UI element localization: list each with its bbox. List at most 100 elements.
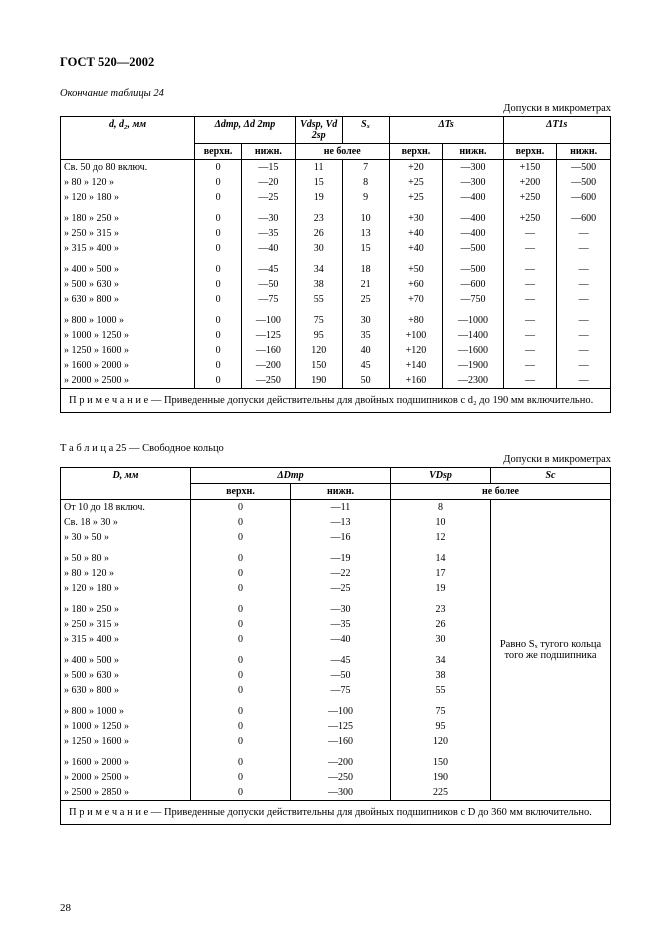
table-cell: 0 (191, 668, 291, 683)
table-cell: 0 (195, 343, 242, 358)
table-cell: —200 (291, 755, 391, 770)
table-cell: —1400 (443, 328, 503, 343)
table-cell: 0 (191, 515, 291, 530)
table-cell: 0 (191, 581, 291, 596)
table-cell: 0 (195, 328, 242, 343)
table-cell: — (557, 226, 611, 241)
table-cell: — (503, 277, 557, 292)
table-cell: — (557, 262, 611, 277)
table-row: » 315 » 400 »0—403015+40—500—— (61, 241, 611, 256)
table-cell: 45 (342, 358, 389, 373)
table-cell: 0 (191, 770, 291, 785)
table-cell: —600 (443, 277, 503, 292)
table-cell: —300 (443, 160, 503, 176)
table-cell: —250 (291, 770, 391, 785)
table-cell: 95 (391, 719, 491, 734)
table-row: » 250 » 315 »0—352613+40—400—— (61, 226, 611, 241)
table-cell: 190 (391, 770, 491, 785)
table-cell: — (503, 241, 557, 256)
table-cell: 0 (195, 241, 242, 256)
table-cell: » 630 » 800 » (61, 292, 195, 307)
table-cell: 0 (191, 566, 291, 581)
table-cell: 19 (391, 581, 491, 596)
table-cell: — (557, 328, 611, 343)
table-row: » 2000 » 2500 »0—25019050+160—2300—— (61, 373, 611, 389)
table-cell: » 500 » 630 » (61, 277, 195, 292)
table-cell: — (503, 313, 557, 328)
table-cell: —25 (291, 581, 391, 596)
t25-h-dmp: ΔDmp (191, 468, 391, 484)
table-cell: +160 (389, 373, 443, 389)
table-cell: —11 (291, 500, 391, 516)
table-cell: +250 (503, 190, 557, 205)
table-cell: Св. 50 до 80 включ. (61, 160, 195, 176)
table-cell: » 30 » 50 » (61, 530, 191, 545)
t25-note: П р и м е ч а н и е — Приведенные допуск… (61, 801, 611, 825)
table-cell: » 80 » 120 » (61, 175, 195, 190)
table-cell: 75 (391, 704, 491, 719)
table-cell: 12 (391, 530, 491, 545)
table-cell: 225 (391, 785, 491, 801)
table-row: » 180 » 250 »0—302310+30—400+250—600 (61, 211, 611, 226)
table-cell: 34 (295, 262, 342, 277)
table-cell: — (503, 262, 557, 277)
table-cell: 26 (295, 226, 342, 241)
table-cell: +25 (389, 190, 443, 205)
t24-h-dmp: Δdmp, Δd 2mp (195, 117, 296, 144)
table-cell: —400 (443, 226, 503, 241)
table-cell: 0 (191, 704, 291, 719)
table-cell: » 315 » 400 » (61, 241, 195, 256)
table-cell: » 120 » 180 » (61, 581, 191, 596)
table-cell: 0 (195, 211, 242, 226)
table-cell: » 1000 » 1250 » (61, 328, 195, 343)
table-cell: 23 (295, 211, 342, 226)
table-cell: 38 (391, 668, 491, 683)
table-cell: +140 (389, 358, 443, 373)
t25-side-cell: Равно Sₓ тугого кольца того же подшипник… (491, 500, 611, 801)
table-cell: — (557, 277, 611, 292)
table-cell: 55 (295, 292, 342, 307)
table-cell: —75 (291, 683, 391, 698)
t24-h-t1s: ΔT1s (503, 117, 610, 144)
table-cell: 0 (191, 551, 291, 566)
table24: d, d₂, мм Δdmp, Δd 2mp Vdsp, Vd 2sp Sₓ Δ… (60, 116, 611, 413)
table-cell: — (557, 343, 611, 358)
table-cell: 34 (391, 653, 491, 668)
table-cell: 0 (195, 190, 242, 205)
table-cell: 120 (295, 343, 342, 358)
table-cell: +250 (503, 211, 557, 226)
table-cell: —1900 (443, 358, 503, 373)
table-cell: 0 (195, 292, 242, 307)
table-cell: 15 (342, 241, 389, 256)
table-cell: —1000 (443, 313, 503, 328)
table-cell: — (503, 226, 557, 241)
table25-units: Допуски в микрометрах (60, 454, 611, 465)
table-cell: —160 (242, 343, 296, 358)
table-cell: 0 (191, 617, 291, 632)
table-cell: —19 (291, 551, 391, 566)
table-cell: 95 (295, 328, 342, 343)
table-cell: +25 (389, 175, 443, 190)
table-cell: » 1000 » 1250 » (61, 719, 191, 734)
table-cell: 18 (342, 262, 389, 277)
table-cell: 150 (391, 755, 491, 770)
table-cell: » 2500 » 2850 » (61, 785, 191, 801)
table-cell: 0 (195, 175, 242, 190)
table-cell: 15 (295, 175, 342, 190)
table-cell: 0 (195, 160, 242, 176)
table-cell: +40 (389, 241, 443, 256)
table-cell: —40 (242, 241, 296, 256)
table-cell: — (503, 292, 557, 307)
t25-h-sc: Sc (491, 468, 611, 484)
table-cell: » 2000 » 2500 » (61, 770, 191, 785)
table-cell: 190 (295, 373, 342, 389)
table-cell: » 250 » 315 » (61, 226, 195, 241)
table-cell: 0 (191, 500, 291, 516)
t24-h-lower1: нижн. (242, 144, 296, 160)
table-cell: — (503, 328, 557, 343)
table-cell: 8 (342, 175, 389, 190)
table-cell: » 1250 » 1600 » (61, 343, 195, 358)
table-cell: 10 (391, 515, 491, 530)
table-cell: —300 (291, 785, 391, 801)
t24-h-vdsp: Vdsp, Vd 2sp (295, 117, 342, 144)
